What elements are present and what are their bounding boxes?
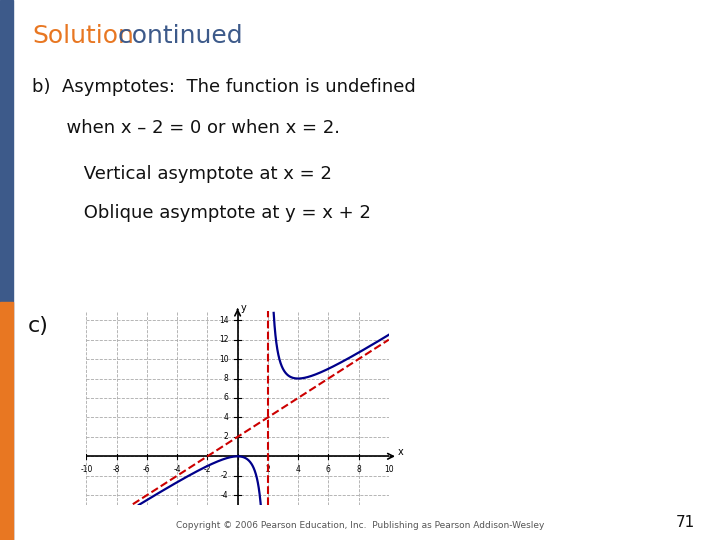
Text: 14: 14 — [219, 316, 228, 325]
Text: 12: 12 — [219, 335, 228, 344]
Text: -10: -10 — [80, 465, 93, 474]
Text: y: y — [240, 302, 246, 313]
Text: x: x — [398, 448, 404, 457]
Text: when x – 2 = 0 or when x = 2.: when x – 2 = 0 or when x = 2. — [32, 119, 341, 137]
Text: 10: 10 — [219, 355, 228, 363]
Text: 6: 6 — [224, 394, 228, 402]
Text: -6: -6 — [143, 465, 150, 474]
Text: 4: 4 — [296, 465, 300, 474]
Text: -2: -2 — [204, 465, 211, 474]
Text: continued: continued — [110, 24, 243, 48]
Text: Vertical asymptote at x = 2: Vertical asymptote at x = 2 — [32, 165, 332, 184]
Text: -4: -4 — [221, 491, 228, 500]
Text: 2: 2 — [266, 465, 270, 474]
Text: Solution: Solution — [32, 24, 134, 48]
Text: 10: 10 — [384, 465, 394, 474]
Text: 2: 2 — [224, 433, 228, 441]
Text: 6: 6 — [326, 465, 330, 474]
Text: 71: 71 — [675, 515, 695, 530]
Text: 4: 4 — [224, 413, 228, 422]
Text: -4: -4 — [174, 465, 181, 474]
Text: Copyright © 2006 Pearson Education, Inc.  Publishing as Pearson Addison-Wesley: Copyright © 2006 Pearson Education, Inc.… — [176, 521, 544, 530]
Text: c): c) — [27, 316, 48, 336]
Text: 8: 8 — [356, 465, 361, 474]
Text: 8: 8 — [224, 374, 228, 383]
Text: Oblique asymptote at y = x + 2: Oblique asymptote at y = x + 2 — [32, 204, 372, 222]
Text: -2: -2 — [221, 471, 228, 480]
Text: -8: -8 — [113, 465, 120, 474]
Text: b)  Asymptotes:  The function is undefined: b) Asymptotes: The function is undefined — [32, 78, 416, 96]
